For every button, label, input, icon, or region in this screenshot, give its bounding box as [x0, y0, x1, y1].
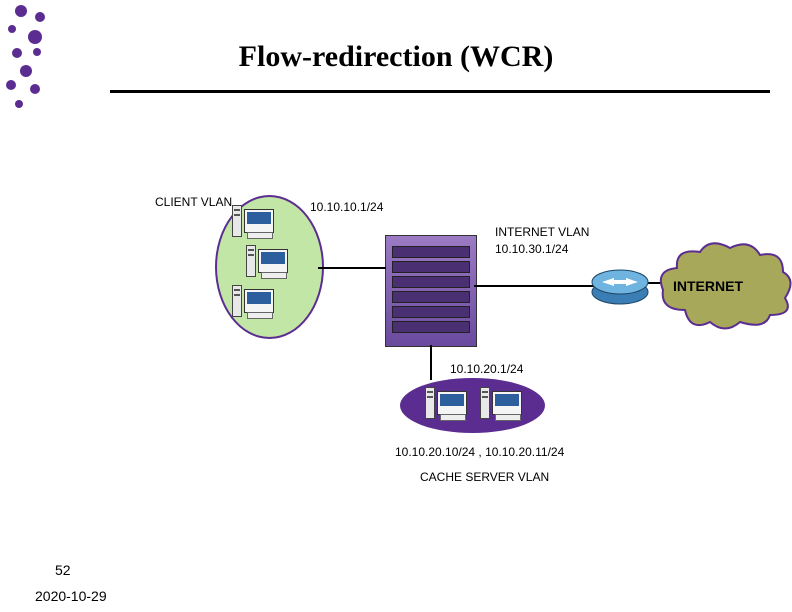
cache-servers-ip: 10.10.20.10/24 , 10.10.20.11/24 — [395, 445, 564, 459]
internet-label: INTERNET — [673, 278, 743, 294]
internet-vlan-label: INTERNET VLAN — [495, 225, 589, 239]
cache-gateway-ip: 10.10.20.1/24 — [450, 362, 523, 376]
slide-date: 2020-10-29 — [35, 588, 107, 604]
client-vlan-label: CLIENT VLAN — [155, 195, 232, 209]
client-vlan-ip: 10.10.10.1/24 — [310, 200, 383, 214]
page-title: Flow-redirection (WCR) — [0, 40, 792, 74]
router-icon — [590, 262, 650, 302]
core-switch — [385, 235, 477, 347]
internet-vlan-ip: 10.10.30.1/24 — [495, 242, 568, 256]
title-underline — [110, 90, 770, 93]
cache-vlan-label: CACHE SERVER VLAN — [420, 470, 549, 484]
slide-number: 52 — [55, 562, 71, 578]
